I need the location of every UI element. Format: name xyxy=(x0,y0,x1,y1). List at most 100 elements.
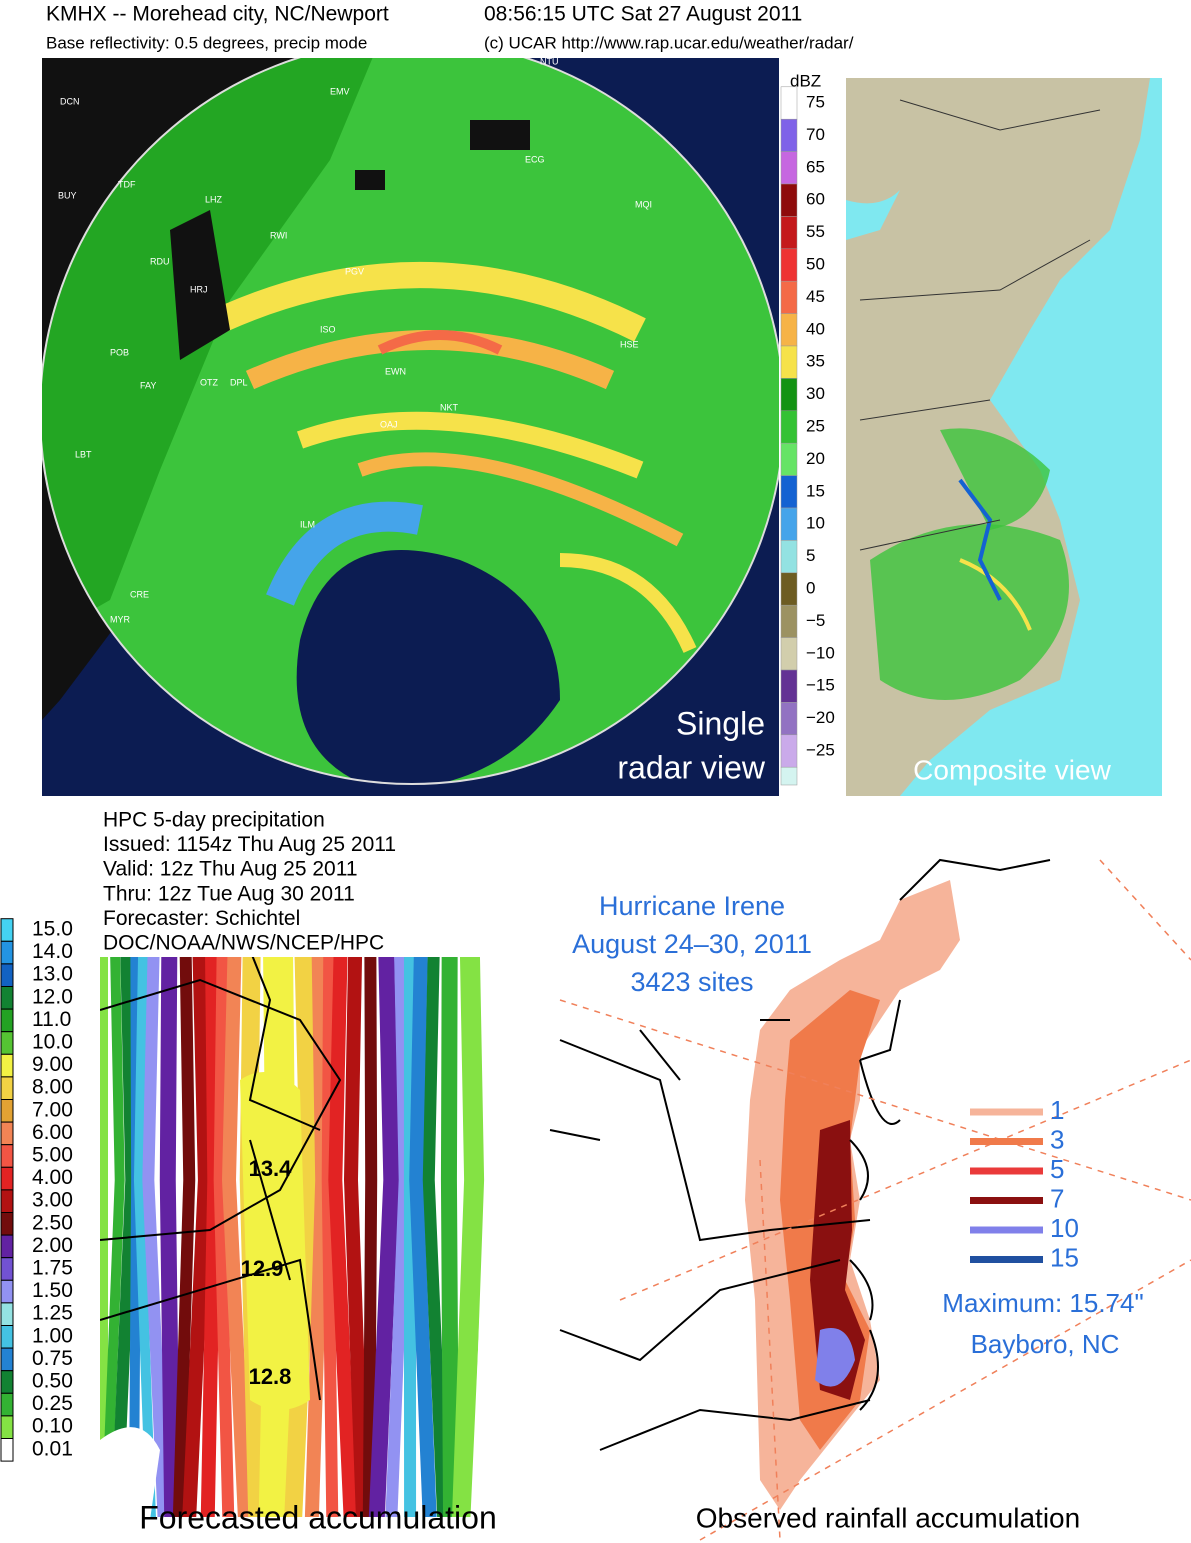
land-gap xyxy=(100,1427,160,1517)
station-label: RWI xyxy=(270,230,287,240)
precip-band xyxy=(452,857,485,1517)
legend-label: 3.00 xyxy=(32,1189,73,1212)
legend-swatch xyxy=(780,604,798,638)
legend-swatch xyxy=(780,151,798,185)
station-label: LBT xyxy=(75,449,92,459)
station-label: CRE xyxy=(130,589,149,599)
legend-label: 75 xyxy=(806,92,825,111)
forecast-header: DOC/NOAA/NWS/NCEP/HPC xyxy=(103,932,384,955)
observed-title: 3423 sites xyxy=(630,967,753,997)
legend-label: 15 xyxy=(1050,1242,1079,1272)
legend-label: 10 xyxy=(806,514,825,533)
legend-swatch xyxy=(780,507,798,541)
legend-label: 0 xyxy=(806,578,815,597)
legend-swatch xyxy=(780,475,798,509)
legend-swatch xyxy=(780,702,798,736)
precip-band xyxy=(100,857,108,1517)
precip-band xyxy=(362,857,378,1517)
legend-label: 1.75 xyxy=(32,1257,73,1280)
legend-swatch xyxy=(780,86,798,120)
legend-swatch xyxy=(780,345,798,379)
legend-swatch xyxy=(780,216,798,250)
legend-label: 40 xyxy=(806,319,825,338)
legend-label: 12.0 xyxy=(32,985,73,1008)
observed-title: August 24–30, 2011 xyxy=(572,929,812,959)
legend-swatch xyxy=(0,940,14,965)
precip-band xyxy=(142,857,170,1517)
precip-band xyxy=(133,857,156,1517)
station-label: ILM xyxy=(300,519,315,529)
legend-swatch xyxy=(780,442,798,476)
legend-label: 10.0 xyxy=(32,1031,73,1054)
legend-label: 0.01 xyxy=(32,1437,73,1460)
station-label: HRJ xyxy=(190,284,208,294)
forecast-map xyxy=(100,857,526,1517)
forecast-header-box xyxy=(100,805,492,957)
legend-label: 55 xyxy=(806,222,825,241)
legend-swatch xyxy=(780,378,798,412)
precip-band xyxy=(343,857,370,1517)
legend-swatch xyxy=(780,669,798,703)
single-caption: radar view xyxy=(617,749,766,785)
legend-label: 14.0 xyxy=(32,940,73,963)
legend-swatch xyxy=(780,183,798,217)
precip-core xyxy=(240,1072,310,1410)
legend-swatch xyxy=(0,1234,14,1259)
legend-label: 25 xyxy=(806,416,825,435)
legend-label: 1.25 xyxy=(32,1302,73,1325)
legend-swatch xyxy=(0,1438,14,1462)
legend-swatch xyxy=(0,1031,14,1055)
precip-band xyxy=(440,857,460,1517)
legend-label: 30 xyxy=(806,384,825,403)
station-label: FAY xyxy=(140,380,156,390)
map-label: 13.4 xyxy=(249,1156,293,1181)
radar-panel: DCN TDF BUY LHZ RDU RWI PGV ECG HSE EWN NKT MQI OAJ I… xyxy=(42,56,779,796)
legend-swatch xyxy=(0,1053,14,1078)
legend-swatch xyxy=(780,734,798,768)
legend-label: 45 xyxy=(806,287,825,306)
legend-swatch xyxy=(780,540,798,574)
legend-label: 50 xyxy=(806,254,825,273)
forecast-header: Thru: 12z Tue Aug 30 2011 xyxy=(103,882,355,905)
legend-swatch xyxy=(0,1076,14,1101)
precip-band xyxy=(409,857,437,1517)
legend-label: 60 xyxy=(806,190,825,209)
single-caption: Single xyxy=(676,705,765,741)
station-label: PGV xyxy=(345,266,364,276)
station-title: KMHX -- Morehead city, NC/Newport xyxy=(46,3,389,26)
maximum: Bayboro, NC xyxy=(971,1329,1120,1359)
legend-swatch xyxy=(780,280,798,314)
precip-band xyxy=(101,857,125,1517)
station-label: MYR xyxy=(110,614,131,624)
legend-label: 0.75 xyxy=(32,1347,73,1370)
legend-swatch xyxy=(0,1325,14,1349)
forecast-header: Issued: 1154z Thu Aug 25 2011 xyxy=(103,833,396,856)
forecast-header: Valid: 12z Thu Aug 25 2011 xyxy=(103,858,358,881)
legend-label: 35 xyxy=(806,352,825,371)
legend-swatch xyxy=(0,1212,14,1236)
composite-caption: Composite view xyxy=(913,754,1111,785)
station-label: DPL xyxy=(230,377,248,387)
legend-label: 13.0 xyxy=(32,963,73,986)
station-label: NTU xyxy=(540,56,559,66)
legend-label: 15.0 xyxy=(32,918,73,941)
legend-swatch xyxy=(0,1347,14,1372)
legend-label: 2.50 xyxy=(32,1211,73,1234)
legend-swatch xyxy=(0,1392,14,1417)
legend-label: −10 xyxy=(806,643,835,662)
legend-swatch xyxy=(780,572,798,606)
legend-swatch xyxy=(780,766,798,786)
legend-label: 5 xyxy=(806,546,815,565)
legend-label: 1.00 xyxy=(32,1324,73,1347)
precip-band xyxy=(172,857,196,1517)
precip-band xyxy=(328,857,358,1517)
maximum: Maximum: 15.74" xyxy=(942,1288,1143,1318)
legend-swatch xyxy=(0,1099,14,1123)
legend-swatch xyxy=(0,1008,14,1033)
precip-band xyxy=(368,857,400,1517)
legend-label: −20 xyxy=(806,708,835,727)
legend-label: 1 xyxy=(1050,1095,1064,1125)
forecast-caption: Forecasted accumulation xyxy=(139,1499,497,1535)
station-label: EMV xyxy=(330,86,350,96)
